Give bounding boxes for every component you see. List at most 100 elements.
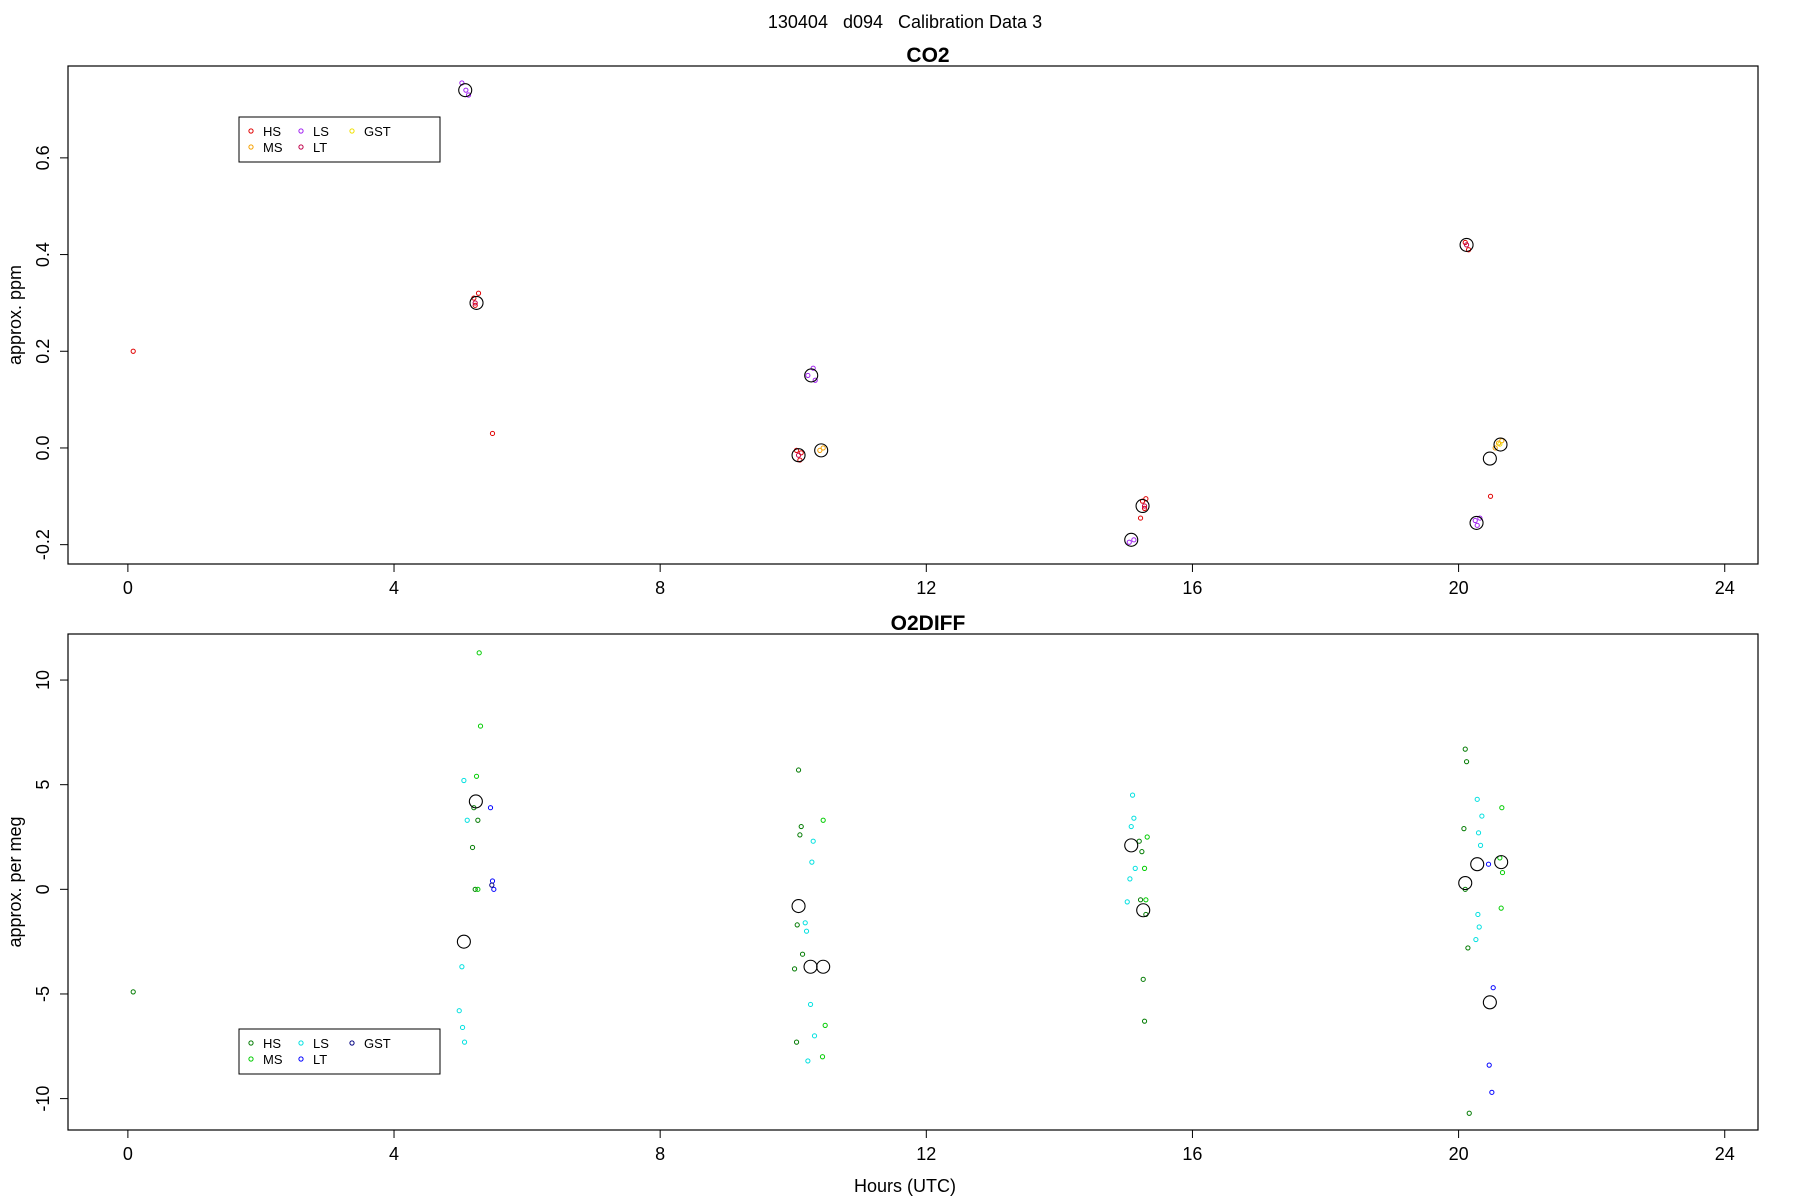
point-gst [1497,441,1503,447]
legend-label-hs: HS [263,1036,281,1051]
point-hs [475,817,481,823]
point-ms [820,817,826,823]
point-hs [1487,493,1494,499]
legend-marker-lt [298,144,304,150]
legend-marker-ls [298,1040,304,1046]
mean-point-marker [803,959,818,974]
legend-label-hs: HS [263,124,281,139]
y-tick-label: 5 [33,780,53,790]
mean-point-marker [804,368,819,383]
point-ms [477,723,484,729]
point-hs [472,886,478,892]
point-ls [1473,936,1479,943]
point-ls [809,859,815,865]
point-ls [456,1008,462,1014]
point-lt [1485,861,1492,867]
co2-points [130,80,1508,547]
co2-y-axis: -0.2 0.0 0.2 0.4 0.6 [33,145,69,560]
mean-point-marker [458,83,473,98]
co2-panel: CO2 -0.2 0.0 0.2 0.4 0.6 0 4 8 12 16 20 24 approx.… [5,44,1759,598]
x-tick-label: 16 [1182,1144,1202,1164]
legend-label-gst: GST [364,1036,391,1051]
mean-point-marker [1482,995,1497,1010]
point-ms [475,886,481,892]
mean-point-marker [468,794,483,809]
legend-label-ms: MS [263,1052,283,1067]
point-ls [461,777,467,784]
mean-point-marker [1470,857,1485,872]
point-ls [812,377,818,383]
point-ls [1124,899,1130,905]
point-ls [803,928,810,934]
co2-y-axis-label: approx. ppm [5,265,25,365]
point-ls [1129,792,1136,798]
point-ls [802,920,808,926]
legend-marker-ls [298,128,304,134]
legend-marker-ms [248,1056,254,1062]
legend-marker-hs [248,1040,254,1046]
point-hs [798,450,804,456]
mean-point-marker [1459,237,1474,252]
point-hs [1463,759,1470,765]
point-ms [1498,905,1504,911]
mean-point-marker [1493,437,1508,452]
legend-marker-hs [248,128,254,134]
point-hs [797,457,803,463]
legend-label-lt: LT [313,1052,327,1067]
mean-point-marker [456,934,471,949]
legend-marker-ms [248,144,254,150]
x-tick-label: 12 [916,578,936,598]
mean-point-marker [1494,855,1509,870]
x-tick-label: 0 [123,578,133,598]
mean-point-marker [791,899,806,914]
o2diff-points [130,650,1509,1116]
y-tick-label: -10 [33,1086,53,1112]
point-ls [1132,865,1138,871]
point-hs [1140,976,1146,982]
x-tick-label: 24 [1715,578,1735,598]
legend-label-ls: LS [313,124,329,139]
point-ms [822,1022,828,1028]
point-ls [1476,924,1482,930]
point-ls [1128,823,1134,830]
point-ms [1143,897,1149,903]
point-ls [1479,813,1485,819]
legend-marker-gst [349,1040,355,1046]
point-hs [469,844,476,851]
point-ls [459,1024,466,1031]
main-title: 130404 d094 Calibration Data 3 [768,12,1042,32]
point-ls [1477,842,1484,848]
x-tick-label: 0 [123,1144,133,1164]
point-ls [464,817,470,823]
legend-label-ls: LS [313,1036,329,1051]
point-ms [473,773,480,779]
point-ls [1474,796,1480,802]
point-hs [794,922,800,928]
point-ls [1127,876,1133,882]
point-hs [1465,945,1471,951]
y-tick-label: 0.2 [33,339,53,364]
mean-point-marker [1135,498,1150,514]
x-tick-label: 20 [1449,578,1469,598]
point-ms [1144,834,1150,840]
point-hs [489,430,496,437]
y-tick-label: -0.2 [33,529,53,560]
point-hs [1141,505,1148,511]
point-lt [487,805,494,811]
mean-point-marker [1124,838,1139,853]
point-lt [795,452,802,458]
point-lt [1489,1089,1495,1095]
point-hs [1137,897,1144,903]
point-hs [1136,838,1142,844]
point-hs [1461,826,1467,832]
point-ms [817,447,823,453]
x-tick-label: 4 [389,578,399,598]
point-hs [130,989,136,995]
point-ls [810,838,816,844]
x-tick-label: 16 [1182,578,1202,598]
point-ms [1141,865,1148,871]
co2-panel-title: CO2 [906,44,949,67]
o2diff-panel-title: O2DIFF [891,612,966,635]
